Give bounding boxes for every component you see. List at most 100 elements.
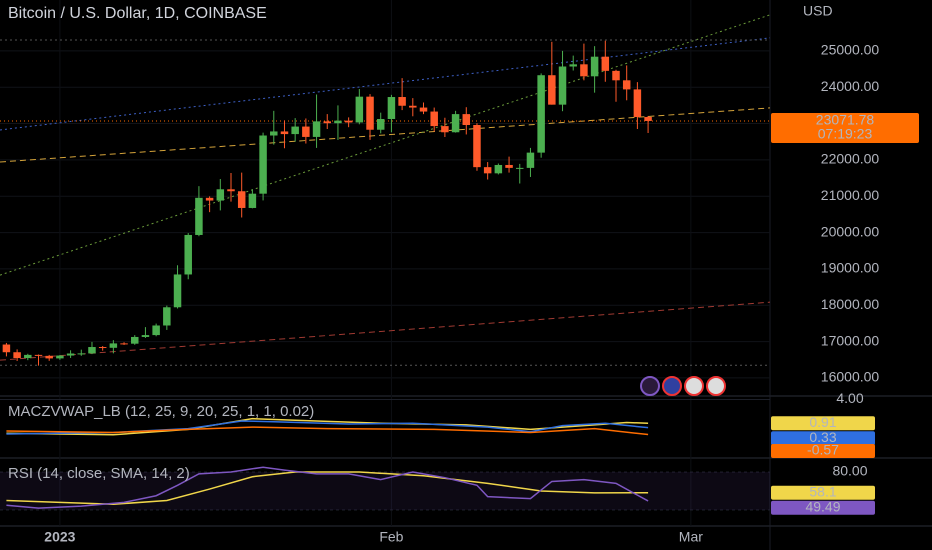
- candle-body: [312, 121, 321, 137]
- candle-body: [302, 126, 310, 137]
- candle-body: [216, 189, 225, 201]
- candle-body: [109, 343, 118, 348]
- candle-body: [248, 193, 257, 208]
- last-price-box: [771, 112, 919, 143]
- candle-body: [505, 164, 513, 168]
- candle-body: [45, 355, 53, 359]
- value-box: [771, 500, 875, 515]
- candle-body: [387, 97, 396, 120]
- candle-body: [622, 80, 631, 90]
- candle-body: [237, 191, 246, 208]
- y-tick-label: 22000.00: [821, 151, 880, 167]
- candle-body: [280, 131, 289, 135]
- candle-body: [184, 234, 192, 275]
- indicator-line: [6, 426, 649, 436]
- y-tick-label: 18000.00: [821, 296, 880, 312]
- candles: [2, 40, 652, 366]
- candle-body: [612, 70, 620, 81]
- candle-body: [569, 64, 577, 67]
- y-tick-label: 17000.00: [821, 332, 880, 348]
- candle-body: [13, 352, 21, 359]
- value-box: [771, 431, 875, 446]
- value-box: [771, 416, 875, 431]
- candle-body: [195, 197, 203, 235]
- candle-body: [537, 75, 545, 153]
- candle-body: [473, 125, 481, 168]
- value-label: 49.49: [805, 498, 840, 514]
- trend-line: [0, 37, 771, 131]
- y-tick-label: 80.00: [832, 463, 867, 479]
- indicator-line: [6, 471, 649, 506]
- candle-body: [66, 353, 75, 356]
- candle-body: [131, 336, 139, 344]
- currency-label: USD: [803, 3, 833, 19]
- chart-title: Bitcoin / U.S. Dollar, 1D, COINBASE: [8, 5, 267, 22]
- candle-body: [141, 335, 150, 337]
- candle-body: [601, 56, 610, 71]
- y-tick-label: 24000.00: [821, 78, 880, 94]
- trend-line: [0, 107, 771, 163]
- candle-body: [291, 126, 299, 135]
- candle-body: [56, 355, 64, 359]
- candle-body: [173, 274, 182, 308]
- y-tick-label: 19000.00: [821, 260, 880, 276]
- candle-body: [483, 167, 492, 174]
- candle-body: [430, 111, 438, 127]
- y-tick-label: 21000.00: [821, 187, 880, 203]
- candle-body: [419, 107, 428, 112]
- value-box: [771, 444, 875, 458]
- x-tick-label: Feb: [379, 529, 403, 545]
- candle-body: [323, 121, 331, 124]
- candle-body: [77, 353, 86, 355]
- event-icons[interactable]: [640, 376, 726, 396]
- candle-body: [548, 75, 556, 105]
- overlays: [0, 14, 771, 509]
- labels: 16000.00 17000.00 18000.00 19000.00 20000.00…: [8, 42, 919, 545]
- y-tick-label: 20000.00: [821, 223, 880, 239]
- event-icon[interactable]: [640, 376, 660, 396]
- candle-body: [344, 120, 353, 123]
- candle-body: [398, 97, 406, 106]
- x-tick-label: 2023: [44, 529, 75, 545]
- candle-body: [2, 344, 11, 353]
- candle-body: [205, 197, 214, 201]
- y-tick-label: 16000.00: [821, 369, 880, 385]
- candle-body: [334, 120, 342, 124]
- indicator-title: RSI (14, close, SMA, 14, 2): [8, 465, 190, 482]
- candle-body: [516, 167, 524, 169]
- x-tick-label: Mar: [679, 529, 703, 545]
- indicator-title: MACZVWAP_LB (12, 25, 9, 20, 25, 1, 1, 0.…: [8, 403, 314, 420]
- event-icon[interactable]: [662, 376, 682, 396]
- candle-body: [590, 56, 599, 77]
- value-box: [771, 485, 875, 500]
- candle-body: [227, 189, 235, 192]
- value-label: 0.33: [809, 429, 836, 445]
- candle-body: [98, 347, 107, 349]
- candle-body: [633, 89, 642, 118]
- candle-body: [409, 105, 417, 108]
- candle-body: [494, 164, 503, 174]
- event-icon[interactable]: [706, 376, 726, 396]
- candle-body: [526, 152, 535, 168]
- candle-body: [462, 114, 471, 126]
- candle-body: [644, 117, 652, 121]
- countdown-label: 07:19:23: [818, 126, 873, 142]
- indicator-line: [6, 466, 649, 509]
- candle-body: [34, 354, 43, 356]
- event-icon[interactable]: [684, 376, 704, 396]
- candle-body: [441, 126, 449, 133]
- last-price-label: 23071.78: [816, 112, 875, 128]
- candle-body: [451, 114, 460, 133]
- candle-body: [366, 96, 374, 130]
- trend-line: [0, 301, 771, 361]
- candle-body: [558, 66, 567, 105]
- y-tick-label: 4.00: [836, 390, 863, 406]
- candle-body: [163, 307, 171, 326]
- candle-body: [376, 119, 385, 130]
- value-label: -0.57: [807, 442, 839, 458]
- candle-body: [580, 64, 588, 77]
- trend-line: [0, 14, 771, 276]
- candle-body: [88, 347, 96, 354]
